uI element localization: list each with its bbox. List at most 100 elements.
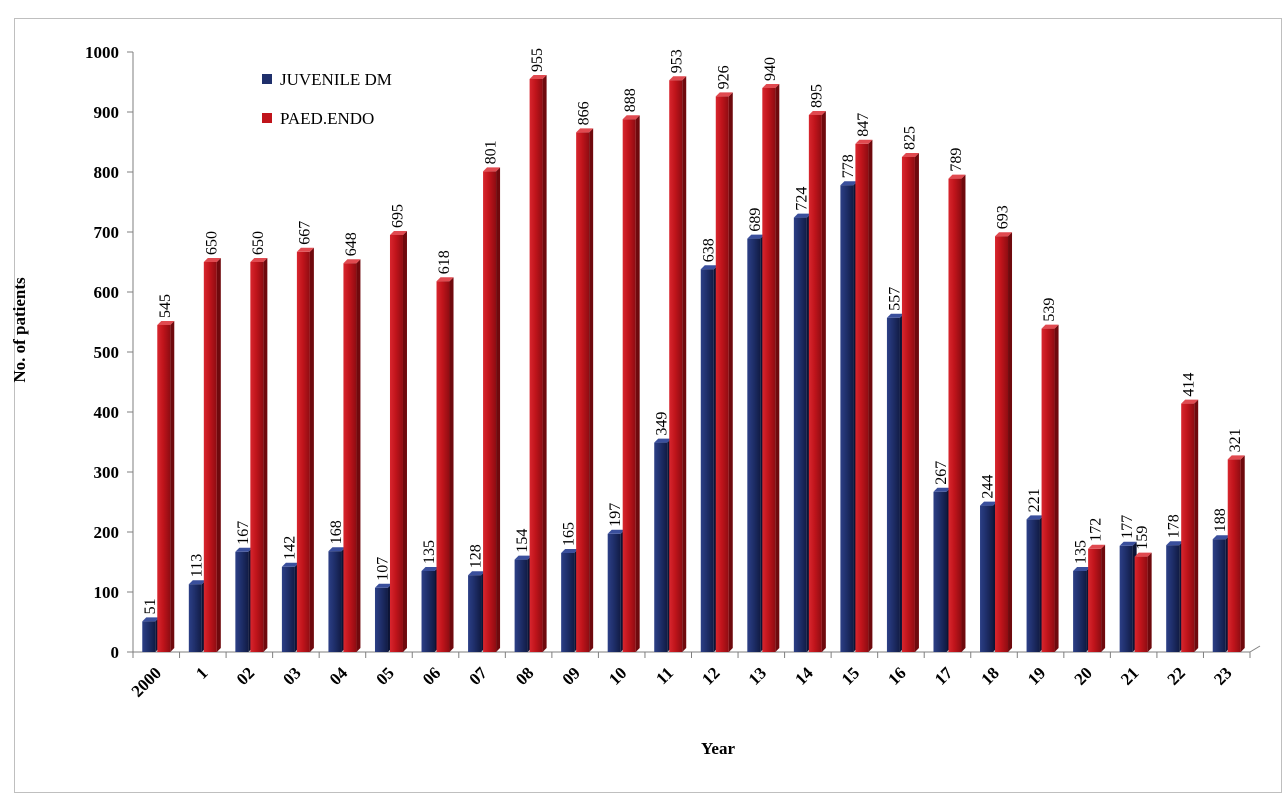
data-label: 847 [855, 113, 872, 137]
x-tick-label: 07 [465, 663, 491, 689]
data-label: 648 [343, 232, 360, 256]
data-label: 168 [328, 520, 345, 544]
bar-paed-endo [669, 80, 683, 652]
data-label: 172 [1088, 518, 1105, 542]
bar-paed-endo [622, 119, 636, 652]
bar-paed-endo [808, 115, 822, 652]
data-label: 221 [1026, 488, 1043, 512]
bar-top [654, 438, 672, 443]
data-label: 177 [1119, 515, 1136, 539]
x-axis-title: Year [701, 739, 735, 758]
axes [127, 51, 1261, 658]
data-label: 693 [995, 205, 1012, 229]
data-label: 955 [529, 48, 546, 72]
data-label: 825 [901, 126, 918, 150]
bar-top [343, 259, 361, 264]
bar-juvenile-dm [561, 553, 575, 652]
chart-frame [14, 18, 1282, 793]
bar-top [203, 258, 221, 262]
bar-side [309, 247, 314, 653]
x-tick-label: 20 [1070, 663, 1095, 688]
legend-label-juvenile-dm: JUVENILE DM [280, 70, 392, 89]
x-tick-label: 10 [605, 663, 630, 688]
x-tick-label: 17 [931, 663, 957, 689]
bar-juvenile-dm [1166, 545, 1180, 652]
data-label: 128 [468, 544, 485, 568]
bar-paed-endo [762, 88, 776, 652]
bar-top [561, 549, 579, 553]
bar-top [980, 501, 998, 506]
x-tick-label: 18 [977, 663, 1002, 688]
data-label: 159 [1134, 526, 1151, 550]
x-tick-label: 21 [1117, 663, 1142, 688]
y-axis-title: No. of patients [10, 277, 29, 383]
bar-juvenile-dm [654, 442, 668, 652]
y-tick-label: 200 [94, 523, 120, 542]
x-tick-label: 03 [279, 663, 304, 688]
bar-top [669, 76, 687, 81]
x-tick-label: 19 [1024, 663, 1049, 688]
data-label: 165 [561, 522, 578, 546]
bar-paed-endo [483, 171, 497, 652]
data-label: 113 [188, 554, 205, 577]
x-tick-label: 09 [559, 663, 584, 688]
bar-top [1212, 535, 1230, 540]
bar-top [389, 231, 407, 235]
y-tick-label: 800 [94, 163, 120, 182]
x-tick-label: 06 [419, 663, 444, 688]
data-label: 244 [980, 475, 997, 499]
data-label: 188 [1212, 508, 1229, 532]
bar-paed-endo [436, 281, 450, 652]
bar-top [855, 139, 873, 144]
bar-top [933, 487, 951, 492]
data-label: 154 [514, 529, 531, 553]
bar-paed-endo [948, 178, 962, 652]
y-tick-label: 100 [94, 583, 120, 602]
bar-paed-endo [855, 143, 869, 653]
bar-paed-endo [901, 157, 915, 652]
bar-side [682, 76, 687, 652]
bar-top [421, 567, 439, 571]
bar-top [142, 617, 160, 622]
bar-top [715, 92, 733, 97]
bar-side [1101, 544, 1106, 652]
bar-side [496, 167, 501, 652]
bar-top [328, 547, 346, 552]
y-tick-label: 500 [94, 343, 120, 362]
data-label: 197 [607, 503, 624, 527]
data-label: 778 [840, 154, 857, 178]
bar-juvenile-dm [188, 584, 202, 652]
bar-side [1147, 552, 1152, 652]
bar-juvenile-dm [700, 269, 714, 652]
data-label: 650 [250, 231, 267, 255]
bar-side [356, 259, 361, 652]
x-tick-label: 1 [192, 663, 211, 682]
bar-side [961, 174, 966, 652]
bar-juvenile-dm [607, 533, 621, 652]
bar-juvenile-dm [1026, 519, 1040, 652]
bar-top [762, 84, 780, 88]
bar-top [529, 75, 547, 79]
bar-top [747, 234, 765, 239]
bar-paed-endo [296, 251, 310, 653]
bar-juvenile-dm [374, 587, 388, 652]
bar-juvenile-dm [747, 238, 761, 652]
y-tick-labels: 0 100 200 300 400 500 600 700 800 900 1000 [85, 43, 119, 662]
bar-juvenile-dm [514, 559, 528, 652]
bar-side [1054, 324, 1059, 652]
y-tick-label: 400 [94, 403, 120, 422]
bar-juvenile-dm [793, 217, 807, 652]
x-tick-label: 13 [745, 663, 770, 688]
data-label: 695 [389, 204, 406, 228]
bar-paed-endo [157, 325, 171, 652]
data-label: 866 [576, 101, 593, 125]
x-tick-label: 05 [372, 663, 397, 688]
legend-label-paed-endo: PAED.ENDO [280, 109, 374, 128]
x-tick-label: 15 [838, 663, 863, 688]
bar-top [1134, 552, 1152, 557]
bar-top [576, 128, 594, 133]
bar-top [483, 167, 501, 172]
data-label: 926 [715, 65, 732, 89]
x-tick-label: 04 [326, 663, 352, 689]
bar-juvenile-dm [281, 566, 295, 652]
